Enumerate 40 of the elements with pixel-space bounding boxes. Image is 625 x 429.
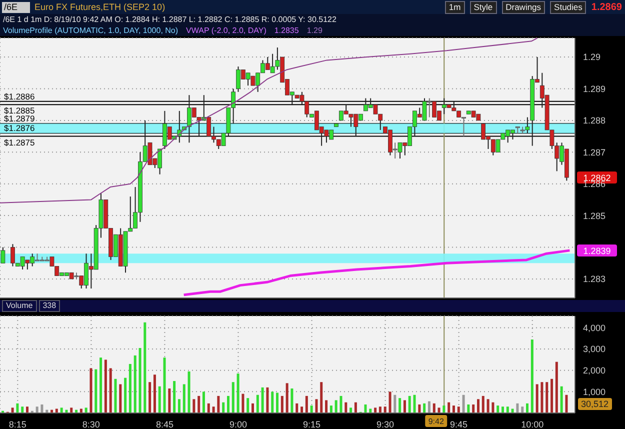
y-tick-label: 1.287 [583, 147, 606, 158]
x-tick-label: 9:15 [303, 419, 321, 429]
text: Drawings [502, 0, 546, 14]
x-tick-label: 8:15 [8, 419, 26, 429]
y-tick-label: 3,000 [583, 344, 606, 354]
text: 1.2835 [274, 25, 299, 36]
chart-subtitle: /6E 1 d 1m D: 8/19/10 9:42 AM O: 1.2884 H: 1.2887 L: 1.2882 C: 1.2885 R: 0.0005 Y: 30.5122 [0, 14, 625, 25]
text: VolumeProfile (AUTOMATIC, 1.0, DAY, 1000, No) [3, 25, 178, 36]
ref-line-label: $1.2879 [4, 114, 35, 124]
text: /6E [2, 2, 30, 12]
y-tick-label: 1,000 [583, 386, 606, 397]
y-tick-label: 4,000 [583, 322, 606, 333]
x-tick-label: 8:30 [82, 419, 100, 429]
y-tick-label: 1.288 [583, 116, 606, 126]
y-tick-label: 1.289 [583, 84, 606, 94]
y-tick-label: 1.29 [583, 52, 601, 62]
x-tick-label: 9:00 [229, 419, 247, 429]
text: 9:42 [428, 417, 444, 426]
annotation: 1.2839 [583, 246, 611, 256]
text: 1m [444, 0, 465, 14]
text: 1.29 [306, 25, 322, 36]
text: 338 [38, 300, 60, 312]
x-tick-label: 9:45 [450, 419, 468, 429]
text: 30,512 [578, 398, 612, 410]
text: 1.2869 [591, 2, 622, 12]
text: Studies [550, 0, 586, 14]
y-tick-label: 1.283 [583, 274, 606, 284]
x-tick-label: 9:30 [376, 419, 394, 429]
y-tick-label: 2,000 [583, 366, 606, 376]
ref-line-label: $1.2876 [4, 123, 35, 134]
x-tick-label: 10:00 [521, 419, 544, 429]
y-tick-label: 1.285 [583, 210, 606, 221]
ref-line-label: $1.2886 [4, 91, 35, 102]
ref-line-label: $1.2885 [4, 106, 35, 116]
text: VWAP (-2.0, 2.0, DAY) [186, 25, 266, 36]
chart-title: Euro FX Futures,ETH (SEP2 10) [34, 2, 166, 12]
text: Style [470, 0, 497, 14]
chart-title: Volume [2, 300, 37, 312]
ref-line-label: $1.2875 [4, 137, 35, 148]
x-tick-label: 8:45 [156, 419, 174, 429]
